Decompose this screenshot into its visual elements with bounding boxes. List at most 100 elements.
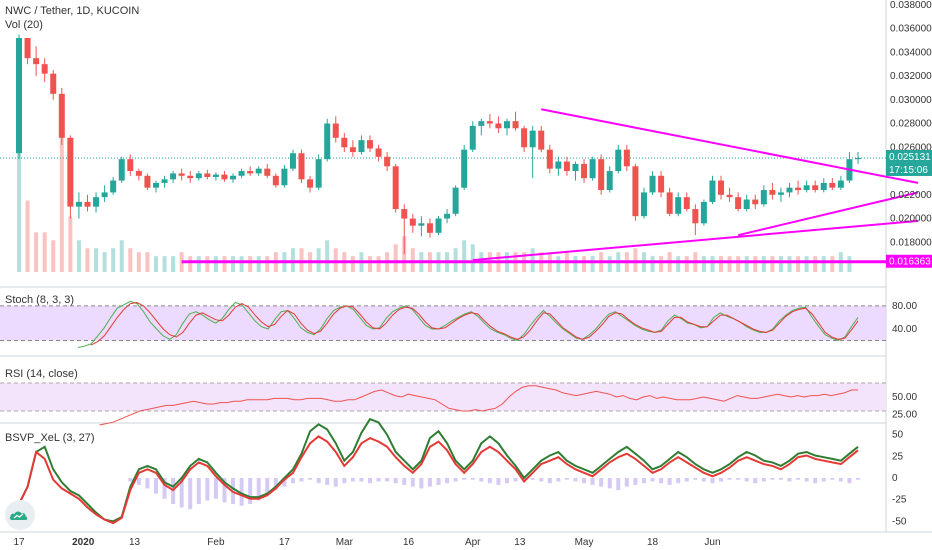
candle-body[interactable] xyxy=(623,149,630,167)
candle-body[interactable] xyxy=(118,159,125,181)
candle-body[interactable] xyxy=(101,192,108,198)
candle-body[interactable] xyxy=(24,38,31,59)
price-axis[interactable]: 0.038000 0.036000 0.034000 0.032000 0.030000… xyxy=(886,0,932,527)
candle-body[interactable] xyxy=(572,163,579,172)
candle-body[interactable] xyxy=(255,168,262,174)
candle-body[interactable] xyxy=(84,201,91,207)
candle-body[interactable] xyxy=(349,147,356,153)
candle-body[interactable] xyxy=(298,153,305,180)
candle-body[interactable] xyxy=(452,187,459,214)
candle-body[interactable] xyxy=(469,125,476,150)
candle-body[interactable] xyxy=(752,199,759,205)
candle-body[interactable] xyxy=(152,182,159,188)
candle-body[interactable] xyxy=(435,218,442,233)
upper-trendline[interactable] xyxy=(541,108,919,184)
candle-body[interactable] xyxy=(495,123,502,129)
candle-body[interactable] xyxy=(384,156,391,167)
candlesticks[interactable] xyxy=(16,34,861,255)
candle-body[interactable] xyxy=(75,201,82,207)
candle-body[interactable] xyxy=(187,175,194,179)
candle-body[interactable] xyxy=(555,161,562,169)
candle-body[interactable] xyxy=(332,123,339,138)
candle-body[interactable] xyxy=(144,175,151,188)
candle-body[interactable] xyxy=(50,73,57,94)
candle-body[interactable] xyxy=(341,137,348,148)
candle-body[interactable] xyxy=(666,192,673,214)
candle-body[interactable] xyxy=(837,180,844,188)
lower-trendline-outer[interactable] xyxy=(472,219,919,262)
candle-body[interactable] xyxy=(358,140,365,153)
candle-body[interactable] xyxy=(444,213,451,219)
candle-body[interactable] xyxy=(161,179,168,183)
candle-body[interactable] xyxy=(521,128,528,148)
candle-body[interactable] xyxy=(777,192,784,195)
candle-body[interactable] xyxy=(392,166,399,210)
candle-body[interactable] xyxy=(281,168,288,186)
candle-body[interactable] xyxy=(829,182,836,188)
candle-body[interactable] xyxy=(692,209,699,224)
candle-body[interactable] xyxy=(786,187,793,193)
candle-body[interactable] xyxy=(598,159,605,191)
candle-body[interactable] xyxy=(812,185,819,191)
candle-body[interactable] xyxy=(795,187,802,191)
candle-body[interactable] xyxy=(683,197,690,210)
candle-body[interactable] xyxy=(204,173,211,177)
time-axis[interactable]: 17 2020 13 Feb 17 Mar 16 Apr 13 May 18 Jun xyxy=(13,537,720,548)
candle-body[interactable] xyxy=(769,190,776,195)
candle-body[interactable] xyxy=(127,159,134,172)
candle-body[interactable] xyxy=(58,93,65,138)
candle-body[interactable] xyxy=(247,171,254,174)
candle-body[interactable] xyxy=(110,180,117,193)
candle-body[interactable] xyxy=(16,38,22,154)
candle-body[interactable] xyxy=(426,223,433,233)
candle-body[interactable] xyxy=(563,161,570,172)
candle-body[interactable] xyxy=(709,180,716,202)
candle-body[interactable] xyxy=(700,201,707,224)
candle-body[interactable] xyxy=(41,64,48,74)
candle-body[interactable] xyxy=(93,197,100,207)
candle-body[interactable] xyxy=(726,194,733,198)
candle-body[interactable] xyxy=(33,58,40,65)
candle-body[interactable] xyxy=(307,179,314,188)
candle-body[interactable] xyxy=(367,140,374,149)
candle-body[interactable] xyxy=(589,159,596,179)
candle-body[interactable] xyxy=(289,153,296,169)
tradingview-logo[interactable] xyxy=(5,500,35,530)
candle-body[interactable] xyxy=(212,174,219,177)
candle-body[interactable] xyxy=(649,175,656,193)
candle-body[interactable] xyxy=(546,149,553,169)
candle-body[interactable] xyxy=(478,121,485,126)
candle-body[interactable] xyxy=(632,166,639,217)
candle-body[interactable] xyxy=(315,159,322,188)
pattern-lines[interactable] xyxy=(181,108,919,264)
candle-body[interactable] xyxy=(803,185,810,191)
candle-body[interactable] xyxy=(409,218,416,226)
candle-body[interactable] xyxy=(178,173,185,176)
candle-body[interactable] xyxy=(675,197,682,214)
candle-body[interactable] xyxy=(418,223,425,226)
candle-body[interactable] xyxy=(221,174,228,180)
candle-body[interactable] xyxy=(272,175,279,186)
candle-body[interactable] xyxy=(855,157,861,160)
candle-body[interactable] xyxy=(735,197,742,210)
candle-body[interactable] xyxy=(486,121,493,124)
candle-body[interactable] xyxy=(503,121,510,129)
candle-body[interactable] xyxy=(512,121,519,129)
candle-body[interactable] xyxy=(743,199,750,210)
candle-body[interactable] xyxy=(135,171,142,176)
candle-body[interactable] xyxy=(238,171,245,176)
candle-body[interactable] xyxy=(375,148,382,157)
candle-body[interactable] xyxy=(195,173,202,179)
candle-body[interactable] xyxy=(581,163,588,179)
candle-body[interactable] xyxy=(170,173,177,180)
candle-body[interactable] xyxy=(640,192,647,217)
candle-body[interactable] xyxy=(820,182,827,191)
lower-trendline-inner[interactable] xyxy=(737,191,919,237)
candle-body[interactable] xyxy=(615,149,622,172)
candle-body[interactable] xyxy=(461,149,468,188)
candle-body[interactable] xyxy=(529,130,536,148)
candle-body[interactable] xyxy=(760,190,767,205)
candle-body[interactable] xyxy=(230,175,237,180)
candle-body[interactable] xyxy=(718,180,725,195)
